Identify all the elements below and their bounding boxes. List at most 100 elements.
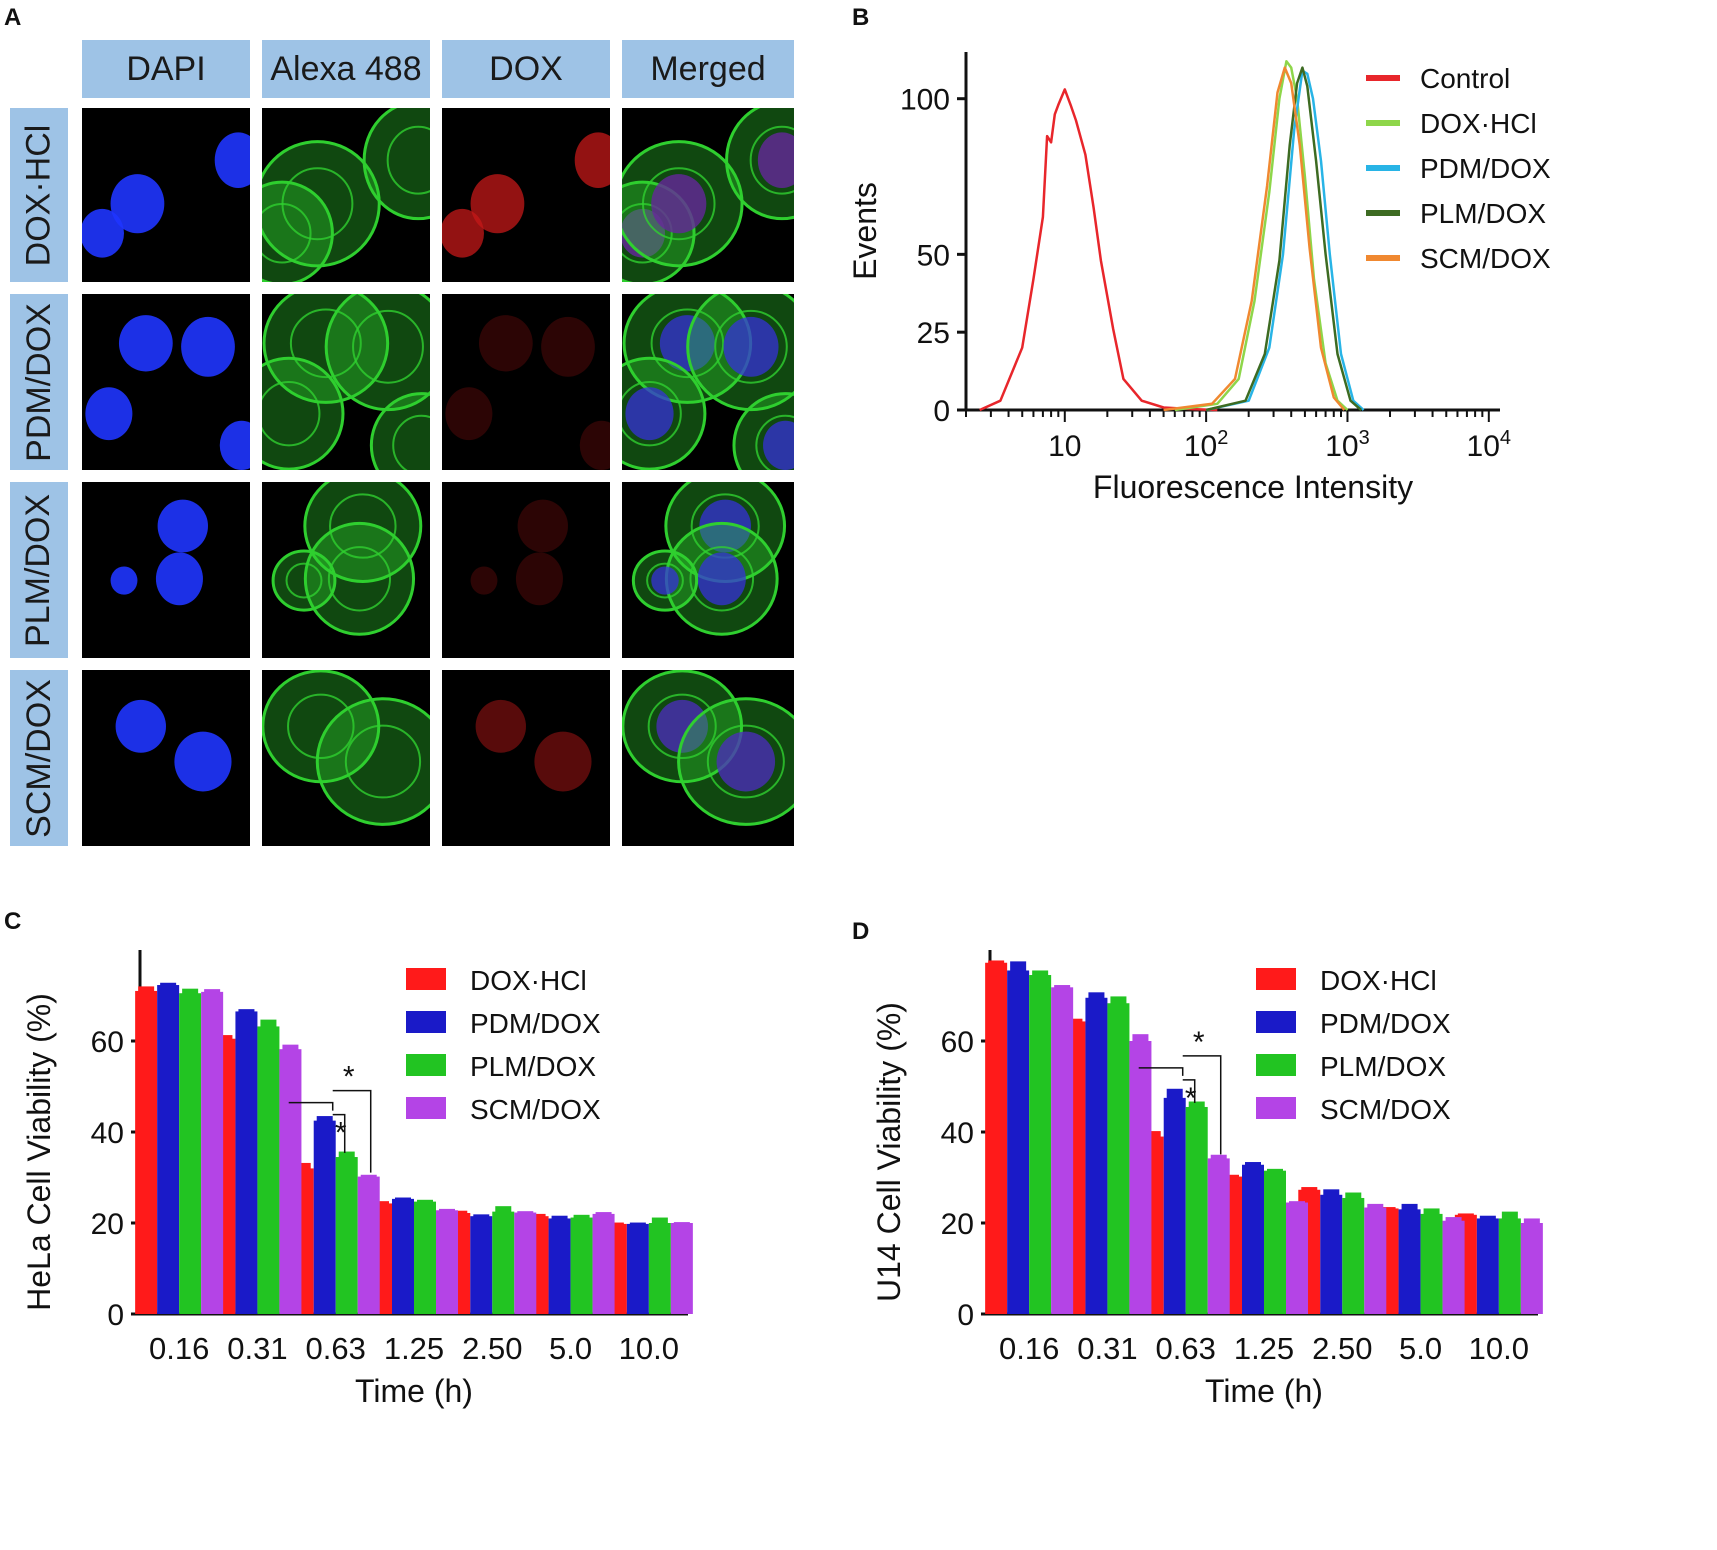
- actin-fiber: [386, 125, 430, 195]
- micrograph-image: [442, 132, 610, 258]
- micrograph-image: [262, 294, 430, 470]
- error-bar: [1423, 1208, 1440, 1215]
- actin-cytoskeleton: [362, 108, 430, 221]
- x-tick-label: 0.31: [1077, 1331, 1137, 1366]
- error-bar: [138, 986, 155, 992]
- dox-signal: [541, 316, 595, 377]
- micrograph-image: [82, 132, 250, 258]
- actin-fiber: [287, 693, 355, 759]
- bar: [1163, 1097, 1186, 1314]
- actin-fiber: [622, 381, 682, 447]
- y-tick-label: 60: [941, 1026, 974, 1059]
- dox-signal: [574, 132, 610, 189]
- x-tick-label: 2.50: [1312, 1331, 1372, 1366]
- micrograph-alexa488-row1: [262, 108, 430, 282]
- dox-signal: [625, 387, 674, 441]
- nucleus: [723, 316, 779, 377]
- bar: [1029, 975, 1052, 1314]
- error-bar: [595, 1212, 612, 1215]
- legend-label: SCM/DOX: [1420, 243, 1551, 274]
- bar: [1129, 1041, 1152, 1314]
- error-bar: [1345, 1192, 1362, 1199]
- legend-label: PDM/DOX: [1320, 1008, 1451, 1039]
- error-bar: [1210, 1154, 1227, 1160]
- actin-cytoskeleton: [369, 392, 430, 470]
- legend-swatch: [406, 1054, 446, 1076]
- dox-signal: [697, 552, 746, 606]
- x-axis-title: Fluorescence Intensity: [1093, 469, 1413, 505]
- dox-signal: [445, 387, 493, 441]
- panel-letter-a: A: [4, 4, 22, 31]
- significance-star: *: [343, 1061, 355, 1094]
- x-tick-label: 0.31: [227, 1331, 287, 1366]
- bar: [492, 1211, 515, 1314]
- legend-label: PDM/DOX: [1420, 153, 1551, 184]
- dox-signal: [470, 174, 525, 234]
- nucleus: [82, 208, 124, 258]
- error-bar: [1289, 1201, 1305, 1204]
- significance-star: *: [335, 1117, 347, 1150]
- x-tick-label: 1.25: [1234, 1331, 1294, 1366]
- nucleus: [763, 420, 794, 470]
- legend-label: DOX·HCl: [1420, 108, 1537, 139]
- bar: [235, 1011, 258, 1314]
- micrograph-image: [445, 315, 610, 470]
- bar: [179, 993, 202, 1314]
- bar: [1442, 1220, 1465, 1314]
- actin-cytoskeleton: [324, 294, 430, 412]
- bar: [670, 1223, 693, 1314]
- bar: [1207, 1158, 1230, 1314]
- bar: [1286, 1202, 1308, 1314]
- actin-cytoskeleton: [271, 549, 337, 612]
- error-bar: [1457, 1213, 1474, 1216]
- micrograph-image: [631, 482, 787, 636]
- series-line-doxhcl: [1174, 60, 1349, 412]
- micrograph-image: [110, 499, 208, 606]
- legend-label: PDM/DOX: [470, 1008, 601, 1039]
- bar: [548, 1218, 571, 1314]
- y-tick-label: 0: [957, 1299, 974, 1332]
- actin-fiber: [289, 308, 362, 379]
- significance-bracket: [1182, 1079, 1196, 1103]
- nucleus: [174, 731, 232, 792]
- error-bar: [1110, 996, 1127, 1005]
- x-tick-label: 2.50: [462, 1331, 522, 1366]
- y-tick-label: 0: [933, 395, 950, 428]
- series-line-scmdox: [1163, 66, 1346, 412]
- bar: [1364, 1207, 1387, 1314]
- actin-fiber: [281, 167, 354, 241]
- error-bar: [360, 1174, 377, 1178]
- actin-cytoskeleton: [262, 140, 381, 268]
- channel-header-alexa488: Alexa 488: [262, 40, 430, 98]
- nucleus: [757, 132, 794, 189]
- micrograph-dapi-row2: [82, 294, 250, 470]
- bar: [1476, 1218, 1499, 1314]
- significance-star: *: [1185, 1082, 1197, 1115]
- error-bar: [1245, 1162, 1261, 1166]
- micrograph-image: [475, 699, 592, 792]
- error-bar: [495, 1206, 512, 1213]
- nucleus: [699, 499, 751, 553]
- dox-signal: [716, 731, 776, 792]
- legend-label: Control: [1420, 63, 1510, 94]
- bar: [414, 1201, 436, 1314]
- error-bar: [1501, 1211, 1518, 1220]
- micrograph-dox-row1: [442, 108, 610, 282]
- x-tick-label: 0.63: [1156, 1331, 1216, 1366]
- y-tick-label: 100: [900, 84, 950, 117]
- x-tick-label: 1.25: [384, 1331, 444, 1366]
- error-bar: [1479, 1215, 1496, 1220]
- nucleus: [214, 132, 250, 189]
- error-bar: [517, 1211, 534, 1214]
- bar: [392, 1198, 414, 1314]
- error-bar: [673, 1222, 690, 1224]
- actin-fiber: [327, 546, 392, 612]
- actin-fiber: [344, 724, 422, 799]
- dox-signal: [515, 552, 563, 606]
- error-bar: [294, 1162, 311, 1170]
- error-bar: [1323, 1189, 1340, 1196]
- micrograph-image: [262, 108, 430, 282]
- error-bar: [1379, 1207, 1396, 1210]
- dox-signal: [517, 499, 568, 553]
- error-bar: [373, 1201, 389, 1205]
